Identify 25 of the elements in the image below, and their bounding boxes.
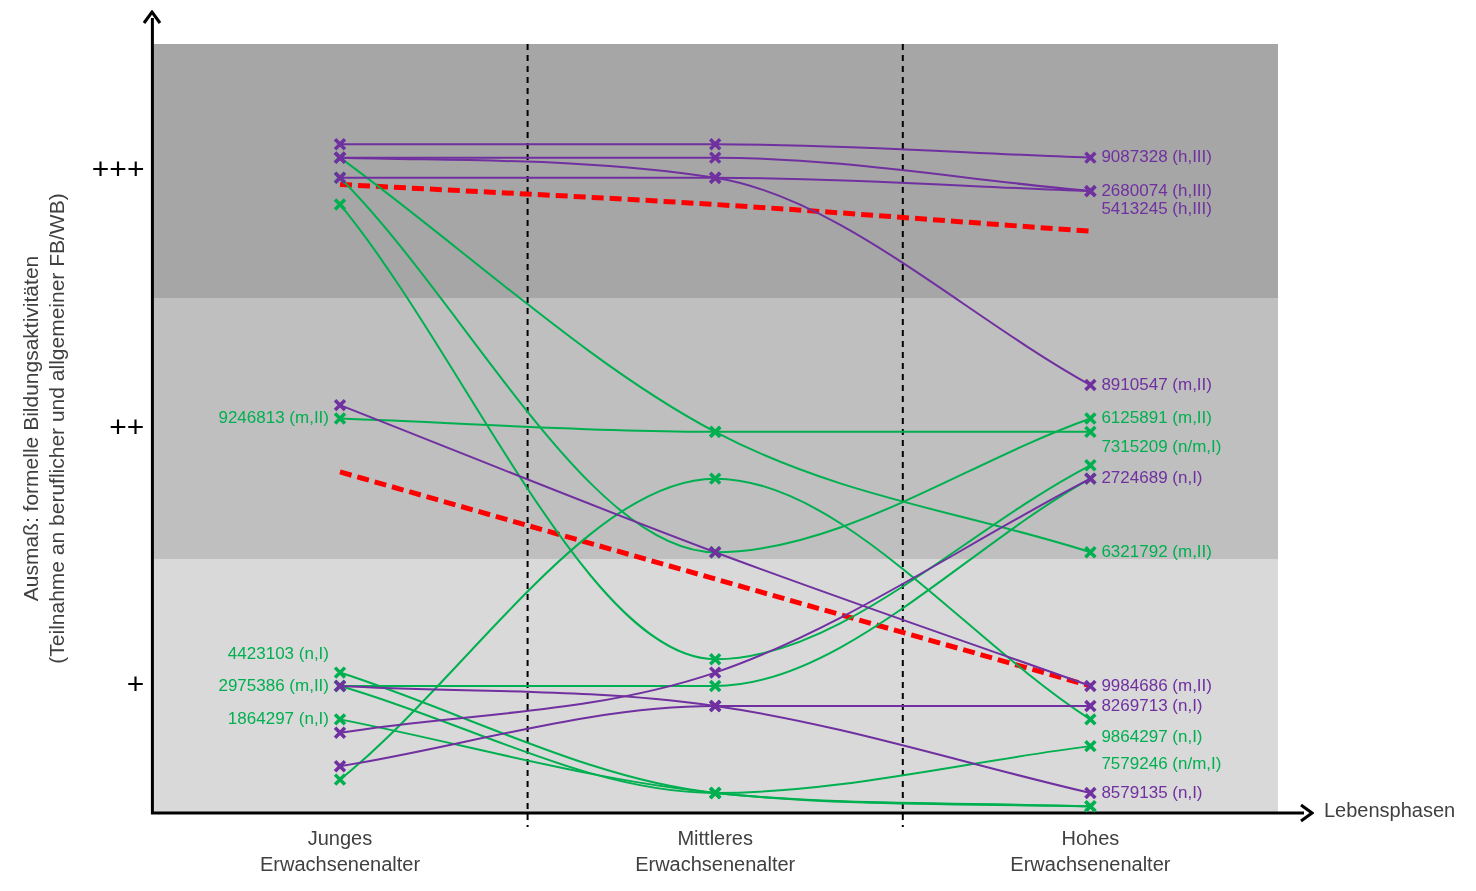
band-label: + xyxy=(126,667,145,701)
series-label: 6321792 (m,II) xyxy=(1101,541,1212,561)
series-label: 8579135 (n,I) xyxy=(1101,782,1203,802)
x-axis-title: Lebensphasen xyxy=(1324,798,1456,821)
series-label: 9984686 (m,II) xyxy=(1101,675,1212,695)
annotation: 9246813 (m,II) xyxy=(218,408,329,428)
series-label: 2724689 (n,I) xyxy=(1101,468,1203,488)
series-label: 8910547 (m,II) xyxy=(1101,374,1212,394)
series-label: 2680074 (h,III) xyxy=(1101,180,1212,200)
band-label: +++ xyxy=(91,152,145,186)
y-axis-title: Ausmaß: formelle Bildungsaktivitäten (Teilnahme an beruflicher und allgemeiner FB/WB) xyxy=(19,193,68,664)
series-label: 9087328 (h,III) xyxy=(1101,147,1212,167)
annotation: 2975386 (m,II) xyxy=(218,675,329,695)
x-tick-label: Mittleres Erwachsenenalter xyxy=(635,826,796,875)
annotation: 1864297 (n,I) xyxy=(227,709,330,729)
series-label: 6125891 (m,II) xyxy=(1101,408,1212,428)
series-label: 8269713 (n,I) xyxy=(1101,695,1203,715)
series-label: 7579246 (n/m,I) xyxy=(1101,753,1222,773)
annotation: 4423103 (n,I) xyxy=(227,644,330,664)
band-label: ++ xyxy=(109,409,145,443)
series-label: 9864297 (n,I) xyxy=(1101,727,1203,747)
series-label: 5413245 (h,III) xyxy=(1101,198,1212,218)
series-label: 7315209 (n/m,I) xyxy=(1101,436,1222,456)
x-tick-label: Junges Erwachsenenalter xyxy=(259,826,421,875)
x-tick-label: Hohes Erwachsenenalter xyxy=(1010,826,1171,875)
